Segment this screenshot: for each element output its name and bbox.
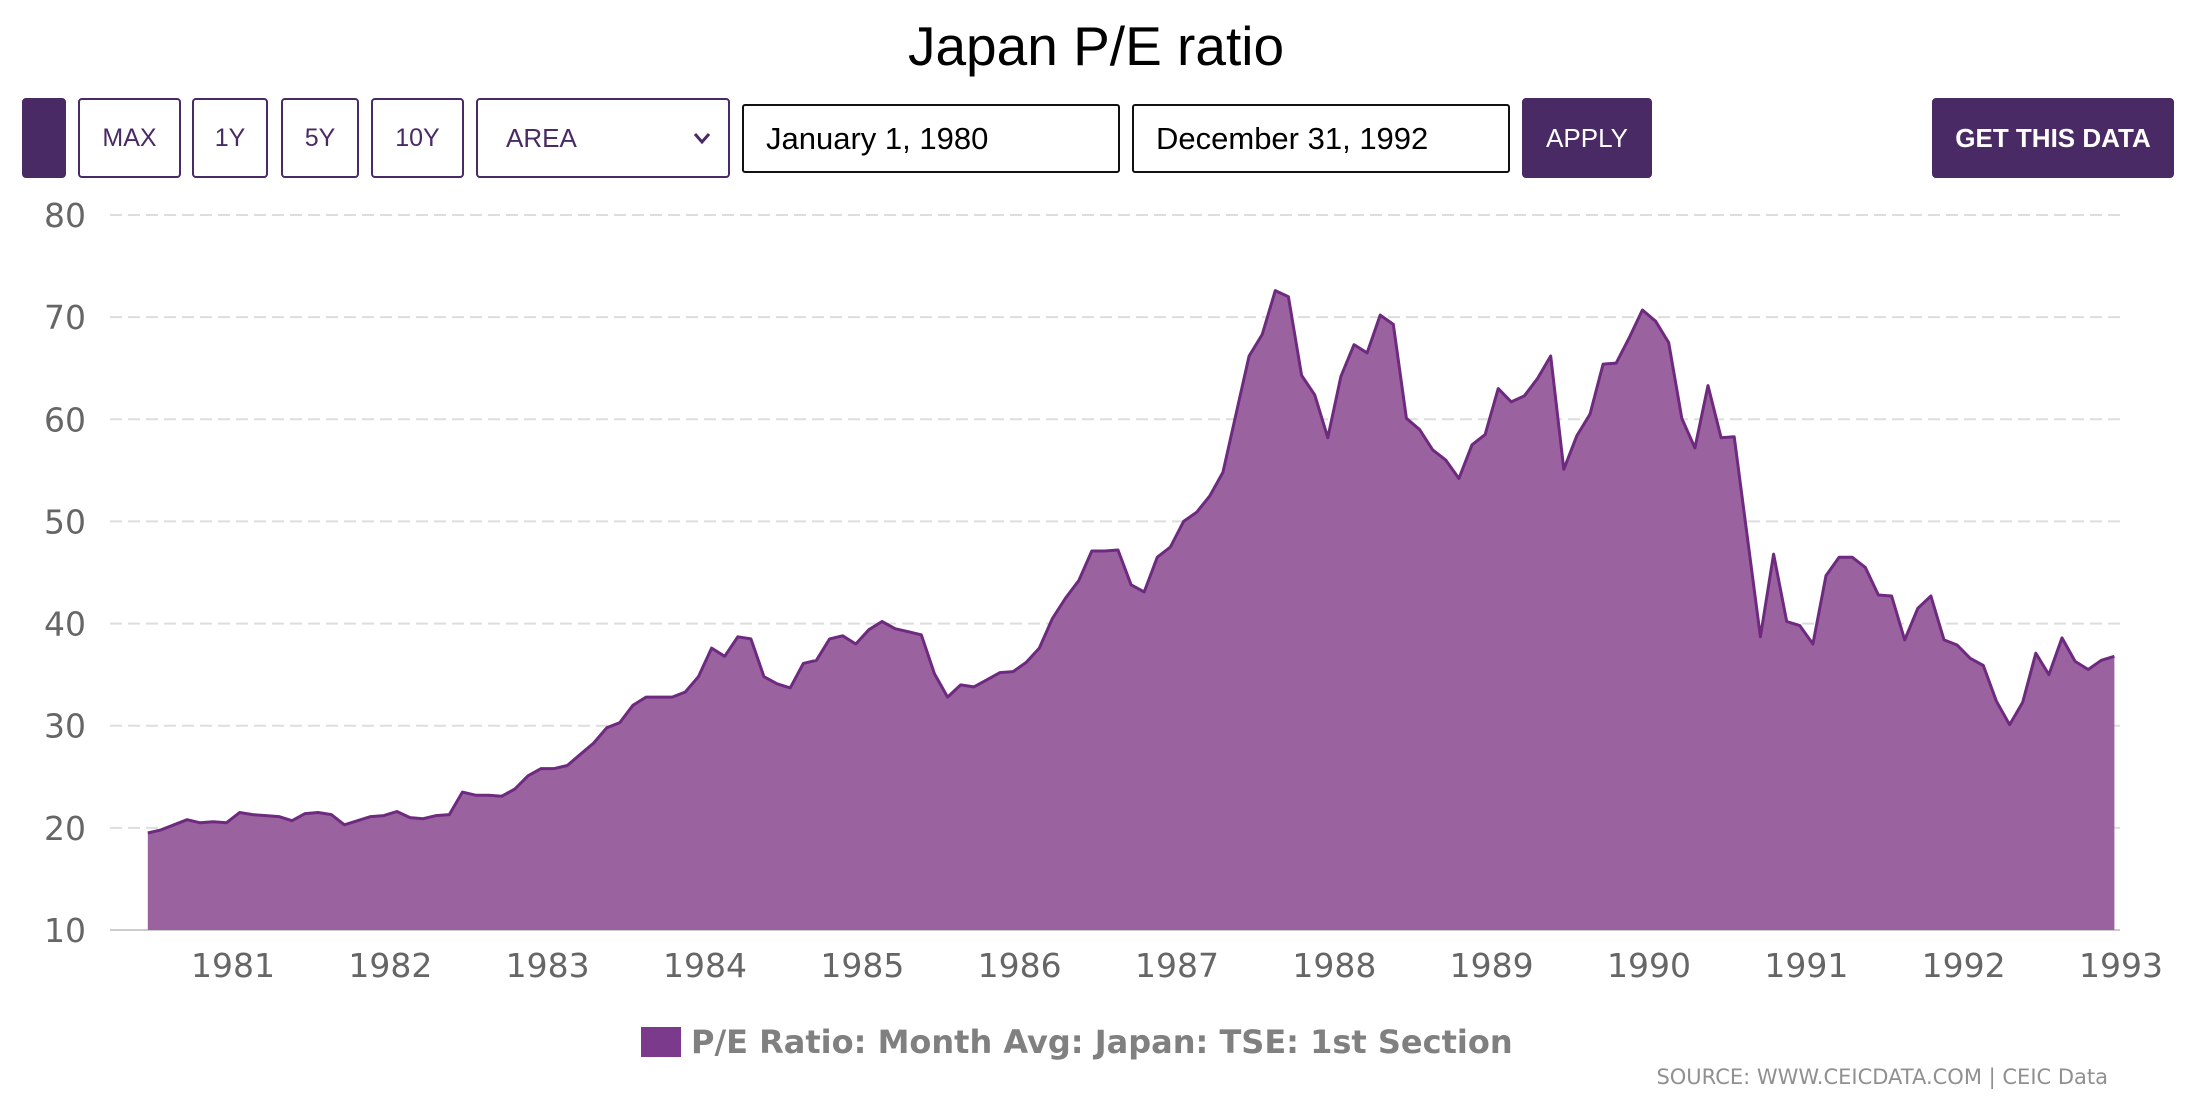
range-1y-button[interactable]: 1Y bbox=[192, 98, 268, 178]
x-tick-label: 1990 bbox=[1607, 946, 1691, 985]
x-tick-label: 1984 bbox=[663, 946, 747, 985]
x-tick-label: 1985 bbox=[820, 946, 904, 985]
x-tick-label: 1986 bbox=[978, 946, 1062, 985]
y-tick-label: 80 bbox=[44, 196, 86, 235]
chart-type-selected-value: AREA bbox=[506, 122, 577, 153]
x-tick-label: 1991 bbox=[1764, 946, 1848, 985]
y-tick-label: 60 bbox=[44, 400, 86, 439]
legend-label: P/E Ratio: Month Avg: Japan: TSE: 1st Se… bbox=[691, 1023, 1513, 1061]
x-tick-label: 1983 bbox=[506, 946, 590, 985]
chart-legend[interactable]: P/E Ratio: Month Avg: Japan: TSE: 1st Se… bbox=[641, 1022, 1513, 1062]
y-axis-ticks: 10 20 30 40 50 60 70 80 bbox=[44, 196, 86, 950]
series-group bbox=[147, 289, 2115, 931]
x-tick-label: 1992 bbox=[1922, 946, 2006, 985]
y-tick-label: 70 bbox=[44, 298, 86, 337]
range-5y-button[interactable]: 5Y bbox=[281, 98, 359, 178]
series-line bbox=[147, 289, 2115, 835]
y-tick-label: 30 bbox=[44, 707, 86, 746]
x-tick-label: 1989 bbox=[1450, 946, 1534, 985]
x-axis-ticks: 1981 1982 1983 1984 1985 1986 1987 1988 1989 1990… bbox=[191, 946, 2163, 985]
y-tick-label: 10 bbox=[44, 911, 86, 950]
x-tick-label: 1982 bbox=[348, 946, 432, 985]
x-tick-label: 1993 bbox=[2079, 946, 2163, 985]
page-title: Japan P/E ratio bbox=[907, 15, 1285, 77]
start-date-input[interactable]: January 1, 1980 bbox=[742, 104, 1120, 173]
x-tick-label: 1988 bbox=[1292, 946, 1376, 985]
range-10y-button[interactable]: 10Y bbox=[371, 98, 464, 178]
menu-toggle-button[interactable] bbox=[22, 98, 66, 178]
x-tick-label: 1981 bbox=[191, 946, 275, 985]
chevron-down-icon bbox=[693, 133, 711, 145]
chart-type-select[interactable]: AREA bbox=[476, 98, 730, 178]
get-this-data-button[interactable]: GET THIS DATA bbox=[1932, 98, 2174, 178]
apply-button[interactable]: APPLY bbox=[1522, 98, 1652, 178]
legend-swatch bbox=[641, 1027, 681, 1057]
y-tick-label: 50 bbox=[44, 502, 86, 541]
series-area-fill bbox=[147, 290, 2115, 931]
end-date-input[interactable]: December 31, 1992 bbox=[1132, 104, 1510, 173]
range-max-button[interactable]: MAX bbox=[78, 98, 181, 178]
source-credit: SOURCE: WWW.CEICDATA.COM | CEIC Data bbox=[1656, 1065, 2108, 1089]
y-tick-label: 40 bbox=[44, 605, 86, 644]
chart-toolbar: MAX 1Y 5Y 10Y AREA January 1, 1980 Decem… bbox=[0, 0, 2192, 190]
x-tick-label: 1987 bbox=[1135, 946, 1219, 985]
y-tick-label: 20 bbox=[44, 809, 86, 848]
